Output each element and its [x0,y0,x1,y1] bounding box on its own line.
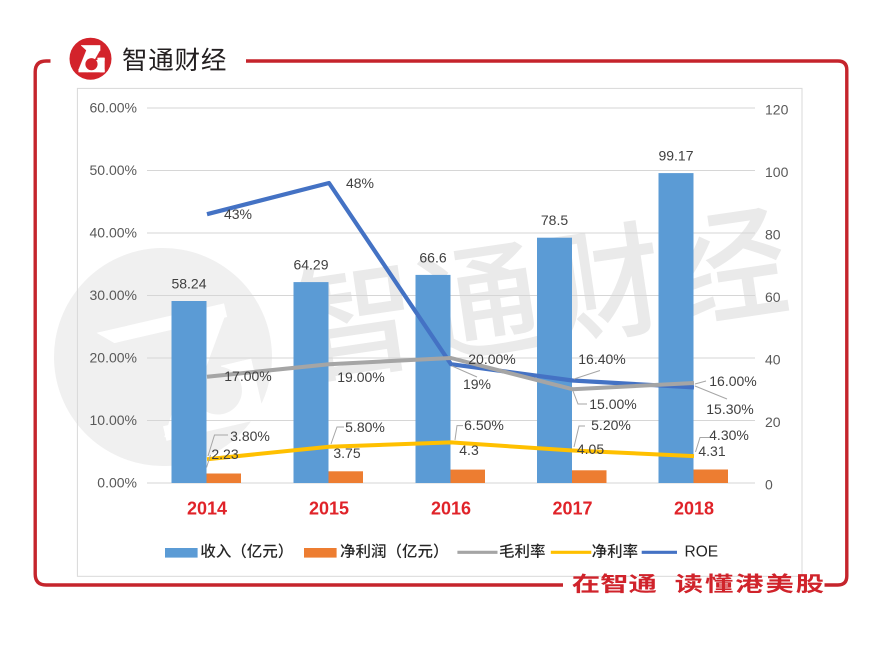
svg-text:60: 60 [765,289,781,305]
svg-text:10.00%: 10.00% [90,412,137,428]
svg-text:2016: 2016 [431,499,471,519]
svg-text:80: 80 [765,226,781,242]
svg-text:16.40%: 16.40% [578,351,625,367]
svg-text:4.3: 4.3 [459,442,479,458]
svg-text:4.05: 4.05 [577,441,604,457]
svg-text:58.24: 58.24 [171,276,206,292]
svg-text:30.00%: 30.00% [90,287,137,303]
svg-text:2017: 2017 [552,499,592,519]
svg-text:5.80%: 5.80% [345,419,385,435]
svg-text:15.00%: 15.00% [589,396,636,412]
svg-text:50.00%: 50.00% [90,162,137,178]
svg-text:66.6: 66.6 [419,249,446,265]
svg-text:17.00%: 17.00% [224,368,271,384]
svg-text:78.5: 78.5 [541,212,568,228]
svg-text:20: 20 [765,414,781,430]
svg-text:15.30%: 15.30% [706,401,753,417]
svg-text:2.23: 2.23 [211,446,238,462]
svg-text:43%: 43% [224,206,252,222]
svg-text:2018: 2018 [674,499,714,519]
svg-text:40: 40 [765,351,781,367]
svg-text:4.30%: 4.30% [709,427,749,443]
svg-text:19%: 19% [463,376,491,392]
svg-text:2015: 2015 [309,499,349,519]
svg-text:64.29: 64.29 [293,257,328,273]
svg-text:0.00%: 0.00% [97,475,137,491]
svg-text:48%: 48% [346,175,374,191]
svg-text:16.00%: 16.00% [709,373,756,389]
svg-text:100: 100 [765,164,789,180]
svg-text:ROE: ROE [685,544,719,561]
svg-text:20.00%: 20.00% [90,350,137,366]
svg-text:19.00%: 19.00% [337,369,384,385]
svg-text:99.17: 99.17 [658,148,693,164]
svg-text:20.00%: 20.00% [468,351,515,367]
svg-text:3.75: 3.75 [333,445,360,461]
svg-text:2014: 2014 [187,499,227,519]
svg-text:60.00%: 60.00% [90,100,137,116]
svg-text:120: 120 [765,101,789,117]
svg-text:0: 0 [765,476,773,492]
svg-text:4.31: 4.31 [698,443,725,459]
svg-text:6.50%: 6.50% [464,417,504,433]
svg-text:40.00%: 40.00% [90,225,137,241]
svg-text:5.20%: 5.20% [591,417,631,433]
svg-text:3.80%: 3.80% [230,428,270,444]
